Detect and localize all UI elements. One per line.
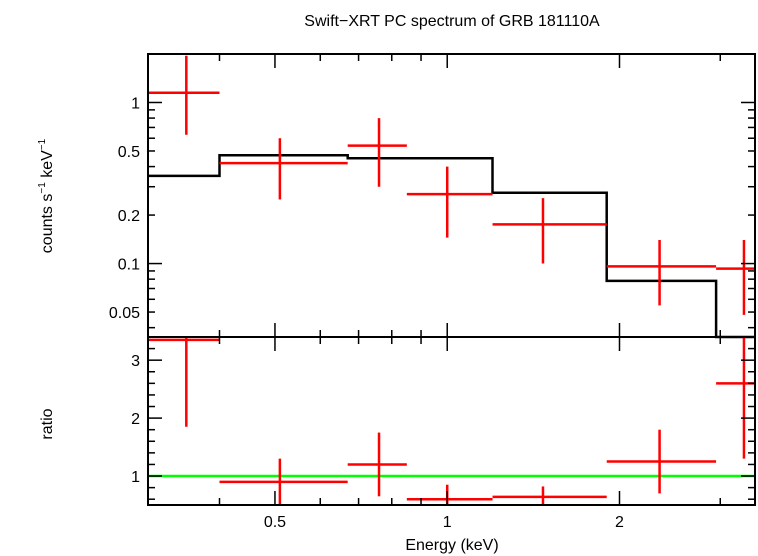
spectrum-y-tick-labels: 1 0.5 0.2 0.1 0.05 xyxy=(109,95,140,322)
ylabel-exponent-2: −1 xyxy=(37,138,48,150)
ratio-data-point xyxy=(492,486,607,505)
y-tick-label: 0.5 xyxy=(118,144,140,161)
y-tick-label: 2 xyxy=(131,411,140,428)
energy-x-axis-label: Energy (keV) xyxy=(405,537,498,554)
ratio-panel: 1 2 3 0.5 1 2 ratio Energy (keV) xyxy=(39,336,756,554)
ratio-y-axis-label: ratio xyxy=(39,408,56,439)
spectrum-data-point xyxy=(347,118,407,187)
y-tick-label: 0.05 xyxy=(109,305,140,322)
ratio-data-point xyxy=(347,432,407,497)
model-step-curve xyxy=(148,154,755,339)
y-tick-label: 0.1 xyxy=(118,257,140,274)
spectrum-data-point xyxy=(492,198,607,264)
ratio-y-tick-labels: 1 2 3 xyxy=(131,353,140,486)
spectrum-data-point xyxy=(716,240,755,315)
spectrum-y-axis-label: counts s−1 keV−1 xyxy=(37,138,56,253)
chart-title: Swift−XRT PC spectrum of GRB 181110A xyxy=(304,13,600,30)
ratio-axis-ticks xyxy=(147,337,755,505)
ratio-data-point xyxy=(606,429,717,494)
ratio-data-point xyxy=(716,337,755,459)
spectrum-data-points xyxy=(148,55,755,315)
spectrum-axis-ticks xyxy=(147,53,755,337)
ylabel-exponent-1: −1 xyxy=(37,182,48,194)
y-tick-label: 1 xyxy=(131,469,140,486)
ylabel-unit: keV xyxy=(39,150,56,182)
ratio-plot-frame xyxy=(147,336,756,506)
x-tick-label: 1 xyxy=(443,514,452,531)
spectrum-panel: 10.50.20.10.05 counts s−1 keV−1 xyxy=(37,53,756,339)
energy-x-tick-labels: 0.5 1 2 xyxy=(264,514,624,531)
spectrum-data-point xyxy=(406,166,493,238)
spectrum-plot-frame xyxy=(147,53,756,338)
spectrum-data-point xyxy=(606,240,717,306)
model-step-line xyxy=(148,154,755,339)
y-tick-label: 1 xyxy=(131,95,140,112)
x-tick-label: 2 xyxy=(615,514,624,531)
y-tick-label: 3 xyxy=(131,353,140,370)
ratio-data-point xyxy=(148,337,220,427)
ratio-data-point xyxy=(219,458,348,505)
spectrum-data-point xyxy=(219,138,348,200)
y-tick-label: 0.2 xyxy=(118,208,140,225)
ylabel-main: counts s xyxy=(39,194,56,254)
x-tick-label: 0.5 xyxy=(264,514,286,531)
ratio-data-point xyxy=(406,484,493,505)
spectrum-data-point xyxy=(148,55,220,135)
ratio-data-points xyxy=(148,337,755,505)
